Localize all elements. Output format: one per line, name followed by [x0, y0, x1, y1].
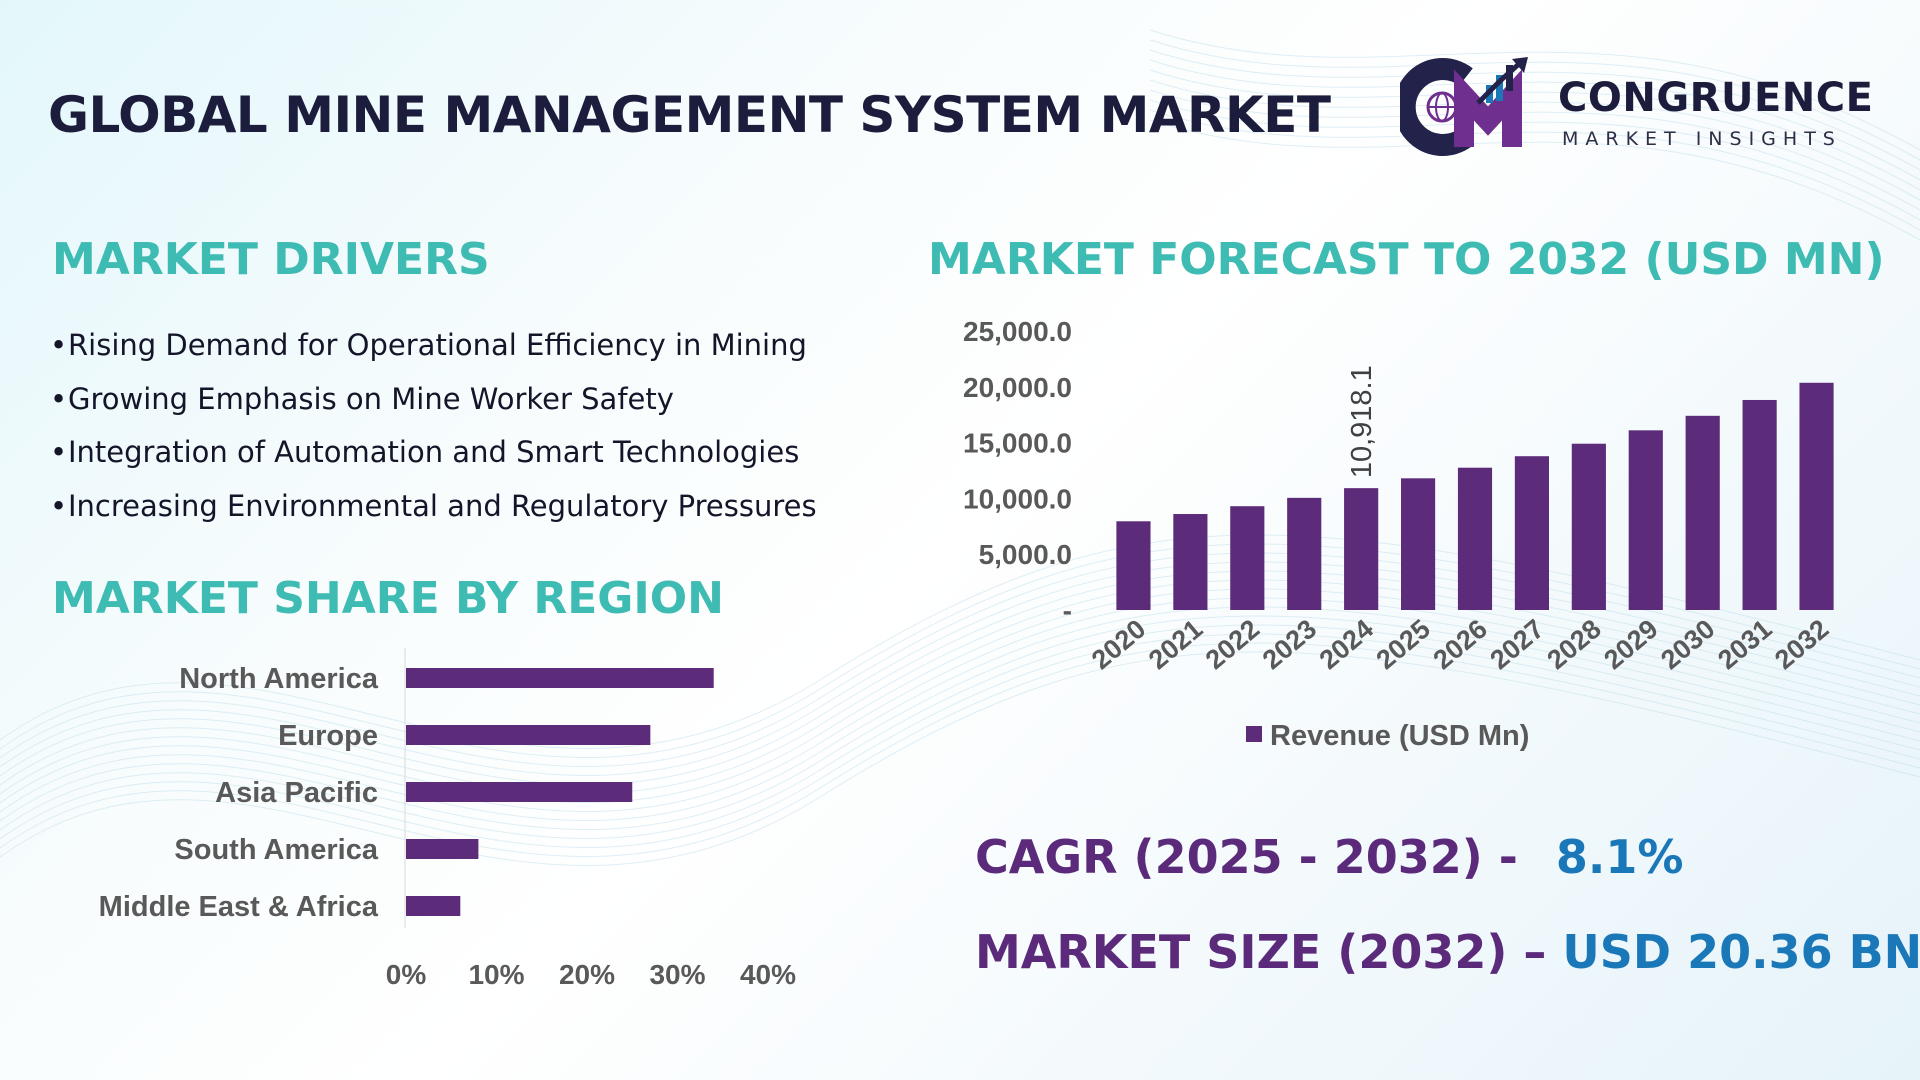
y-tick-label: 15,000.0	[963, 428, 1072, 459]
bullet-icon: •	[50, 435, 68, 469]
logo-name: CONGRUENCE	[1558, 75, 1874, 121]
logo: CONGRUENCE MARKET INSIGHTS	[1400, 55, 1880, 160]
y-tick-label: 25,000.0	[963, 316, 1072, 347]
forecast-bar	[1628, 430, 1663, 610]
y-tick-label: 5,000.0	[979, 539, 1072, 570]
x-tick-label: 30%	[649, 959, 705, 990]
region-bar	[406, 782, 633, 802]
legend-label: Revenue (USD Mn)	[1270, 720, 1529, 752]
driver-text: Integration of Automation and Smart Tech…	[68, 435, 800, 469]
region-bar	[406, 668, 714, 688]
category-label: South America	[174, 834, 378, 866]
category-label: North America	[179, 663, 379, 695]
market-size-value: USD 20.36 BN	[1562, 925, 1920, 979]
y-tick-label: 20,000.0	[963, 372, 1072, 403]
forecast-bar	[1799, 382, 1834, 610]
market-size-kpi: MARKET SIZE (2032) – USD 20.36 BN	[975, 925, 1920, 979]
region-bar	[406, 896, 461, 916]
y-tick-label: 10,000.0	[963, 483, 1072, 514]
market-drivers-list: •Rising Demand for Operational Efficienc…	[50, 322, 817, 536]
driver-text: Growing Emphasis on Mine Worker Safety	[68, 381, 674, 416]
cagr-label: CAGR (2025 - 2032) -	[975, 830, 1518, 884]
category-label: Middle East & Africa	[99, 891, 379, 923]
data-label: 10,918.1	[1346, 365, 1378, 478]
forecast-bar	[1173, 514, 1208, 610]
forecast-bar	[1571, 443, 1606, 610]
cagr-value: 8.1%	[1555, 830, 1684, 884]
x-tick-label: 20%	[559, 959, 615, 990]
forecast-bar	[1116, 521, 1151, 610]
driver-item: •Integration of Automation and Smart Tec…	[50, 429, 817, 483]
driver-text: Rising Demand for Operational Efficiency…	[68, 328, 807, 362]
logo-mark-icon	[1400, 57, 1528, 156]
y-tick-label: -	[1063, 595, 1072, 626]
market-forecast-heading: MARKET FORECAST TO 2032 (USD MN)	[928, 234, 1885, 285]
x-tick-label: 10%	[468, 959, 524, 990]
forecast-bar	[1287, 497, 1322, 610]
driver-text: Increasing Environmental and Regulatory …	[68, 488, 817, 523]
market-drivers-heading: MARKET DRIVERS	[52, 234, 490, 285]
forecast-bar	[1742, 399, 1777, 610]
market-size-label: MARKET SIZE (2032) –	[975, 925, 1547, 979]
bullet-icon: •	[50, 381, 68, 416]
category-label: Asia Pacific	[215, 777, 378, 809]
category-label: Europe	[278, 720, 378, 752]
forecast-bar	[1514, 456, 1549, 610]
x-tick-label: 0%	[386, 959, 427, 990]
logo-tagline: MARKET INSIGHTS	[1562, 128, 1842, 150]
region-bar	[406, 839, 479, 859]
legend-swatch	[1246, 726, 1262, 742]
forecast-bar	[1457, 467, 1493, 610]
x-tick-label: 40%	[740, 959, 796, 990]
forecast-bar	[1685, 415, 1720, 610]
bullet-icon: •	[50, 328, 68, 362]
forecast-bar	[1344, 488, 1379, 610]
region-bar	[406, 725, 651, 745]
driver-item: •Rising Demand for Operational Efficienc…	[50, 322, 817, 376]
forecast-bar	[1401, 478, 1436, 610]
driver-item: •Increasing Environmental and Regulatory…	[50, 483, 817, 537]
cagr-kpi: CAGR (2025 - 2032) - 8.1%	[975, 830, 1683, 884]
driver-item: •Growing Emphasis on Mine Worker Safety	[50, 376, 817, 430]
bullet-icon: •	[50, 488, 68, 523]
page-title: GLOBAL MINE MANAGEMENT SYSTEM MARKET	[48, 86, 1331, 144]
forecast-bar	[1230, 506, 1265, 610]
market-share-heading: MARKET SHARE BY REGION	[52, 573, 724, 624]
